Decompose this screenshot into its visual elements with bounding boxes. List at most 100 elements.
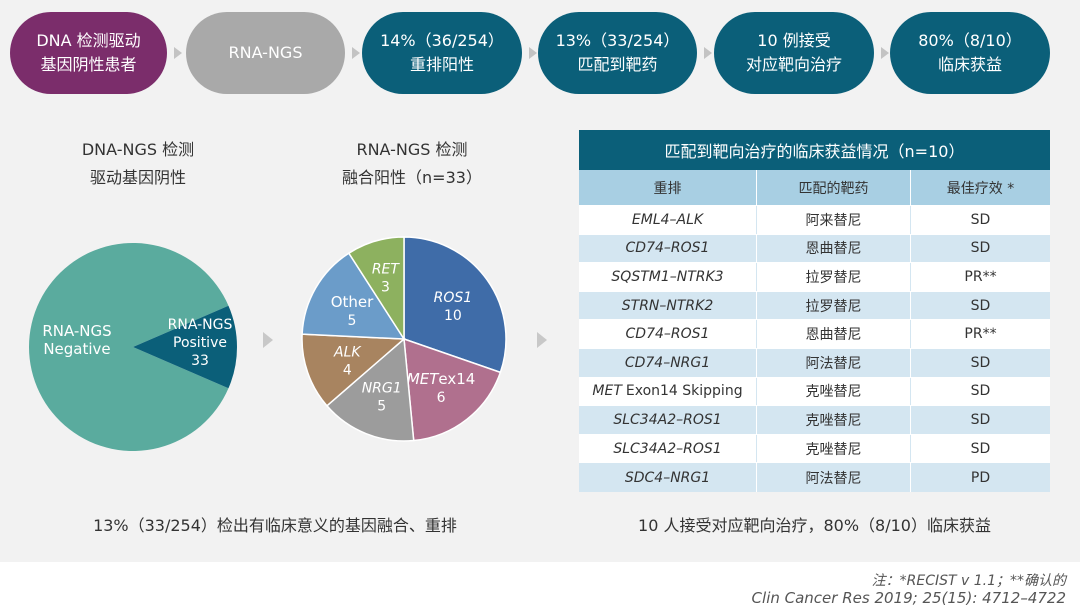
middle-section-title: RNA-NGS 检测 融合阳性（n=33） (302, 136, 522, 192)
fusion-name: EML4–ALK (631, 211, 704, 228)
pie-slice-alk (301, 333, 406, 407)
table-row: CD74–NRG1 阿法替尼 SD (579, 348, 1050, 378)
fusion-suffix: Exon14 Skipping (625, 383, 743, 400)
table-title: 匹配到靶向治疗的临床获益情况（n=10） (579, 130, 1050, 170)
flow-step-3-line: 14%（36/254） (380, 31, 504, 50)
cell-response: SD (970, 354, 991, 371)
cell-fusion: CD74–NRG1 (579, 348, 757, 377)
flow-step-4-line: 13%（33/254） (555, 31, 680, 50)
pie-label-negative-line-2: Negative (43, 340, 110, 358)
cell-response: SD (970, 383, 991, 400)
cell-fusion: CD74–ROS1 (579, 234, 757, 263)
table-row: MET Exon14 Skipping 克唑替尼 SD (579, 377, 1050, 407)
flow-arrow-icon (174, 47, 182, 59)
flow-step-3: 14%（36/254） 重排阳性 (362, 12, 522, 94)
table-row: STRN–NTRK2 拉罗替尼 SD (579, 291, 1050, 321)
header-drug: 匹配的靶药 (757, 170, 911, 205)
fusion-name: CD74–ROS1 (625, 240, 710, 257)
table-header-row: 重排 匹配的靶药 最佳疗效 * (579, 170, 1050, 206)
pie-slice-other (301, 252, 406, 340)
fusion-name: SLC34A2–ROS1 (613, 440, 722, 457)
cell-response: SD (970, 211, 991, 228)
cell-drug: 克唑替尼 (757, 377, 911, 406)
cell-response: PD (970, 469, 991, 486)
pie-chart-fusion-types: ROS1 10 METex14 6 NRG1 5 ALK 4 Other 5 RET 3 (301, 236, 507, 442)
middle-title-line-2: 融合阳性（n=33） (342, 168, 482, 187)
middle-title-line-1: RNA-NGS 检测 (356, 140, 468, 159)
table-row: EML4–ALK 阿来替尼 SD (579, 206, 1050, 235)
cell-drug: 拉罗替尼 (757, 291, 911, 320)
cell-fusion: SLC34A2–ROS1 (579, 434, 757, 463)
pie-label-positive-line-1: RNA-NGS (168, 317, 233, 333)
fusion-name: SDC4–NRG1 (624, 469, 711, 486)
cell-drug: 阿来替尼 (757, 206, 911, 234)
cell-response: SD (970, 240, 991, 257)
flow-arrow-icon (529, 47, 537, 59)
pie-value-alk: 4 (343, 363, 352, 379)
fusion-name: SQSTM1–NTRK3 (611, 268, 724, 285)
pie-label-negative-line-1: RNA-NGS (42, 322, 111, 340)
flow-arrow-icon (881, 47, 889, 59)
cell-drug: 克唑替尼 (757, 434, 911, 463)
flow-step-5-line: 对应靶向治疗 (745, 55, 842, 74)
cell-drug: 恩曲替尼 (757, 320, 911, 348)
pie-label-metex14-italic-part: MET (407, 370, 440, 388)
flow-arrow-icon (704, 47, 712, 59)
flow-step-4-line: 匹配到靶药 (577, 55, 658, 74)
cell-fusion: STRN–NTRK2 (579, 291, 757, 320)
flow-step-5: 10 例接受 对应靶向治疗 (714, 12, 874, 94)
cell-response: SD (970, 440, 991, 457)
cell-drug: 恩曲替尼 (757, 234, 911, 263)
fusion-name: CD74–ROS1 (625, 326, 710, 343)
table-row: CD74–ROS1 恩曲替尼 PR** (579, 320, 1050, 349)
arrow-right-icon (537, 332, 547, 348)
left-section-title: DNA-NGS 检测 驱动基因阴性 (38, 136, 238, 192)
footnote: 注：*RECIST v 1.1；**确认的 (871, 573, 1066, 589)
pie-slice-ros1 (403, 236, 507, 374)
cell-fusion: SDC4–NRG1 (579, 463, 757, 492)
citation: Clin Cancer Res 2019; 25(15): 4712–4722 (751, 589, 1066, 607)
table-row: SLC34A2–ROS1 克唑替尼 SD (579, 406, 1050, 435)
pie-label-alk: ALK (333, 345, 362, 361)
right-summary: 10 人接受对应靶向治疗，80%（8/10）临床获益 (638, 516, 991, 535)
cell-fusion: SLC34A2–ROS1 (579, 406, 757, 434)
pie-label-ret: RET (372, 262, 401, 278)
cell-response: PR** (964, 326, 997, 343)
cell-response: SD (970, 411, 991, 428)
table-row: SQSTM1–NTRK3 拉罗替尼 PR** (579, 263, 1050, 292)
flow-step-1: DNA 检测驱动 基因阴性患者 (10, 12, 167, 94)
table-row: SLC34A2–ROS1 克唑替尼 SD (579, 434, 1050, 464)
pie-label-metex14: METex14 (407, 370, 476, 388)
left-summary: 13%（33/254）检出有临床意义的基因融合、重排 (93, 516, 457, 535)
header-response: 最佳疗效 * (946, 180, 1015, 197)
fusion-name: MET (592, 383, 622, 400)
cell-fusion: SQSTM1–NTRK3 (579, 263, 757, 291)
pie-value-positive: 33 (191, 353, 209, 369)
left-title-line-1: DNA-NGS 检测 (81, 140, 195, 159)
pie-value-ros1: 10 (444, 308, 462, 324)
pie-slice-rna-ngs-negative (29, 243, 229, 451)
pie-slice-rna-ngs-positive (133, 305, 238, 389)
cell-fusion: EML4–ALK (579, 206, 757, 234)
fusion-name: SLC34A2–ROS1 (613, 411, 722, 428)
flow-step-2: RNA-NGS (186, 12, 345, 94)
flow-step-6: 80%（8/10） 临床获益 (890, 12, 1050, 94)
cell-fusion: CD74–ROS1 (579, 320, 757, 348)
flow-step-2-line: RNA-NGS (228, 43, 303, 62)
flow-step-6-line: 80%（8/10） (918, 31, 1022, 50)
cell-fusion: MET Exon14 Skipping (579, 377, 757, 406)
pie-slice-nrg1 (325, 337, 415, 442)
pie-label-ros1: ROS1 (434, 290, 473, 306)
cell-drug: 阿法替尼 (757, 348, 911, 377)
cell-response: SD (970, 297, 991, 314)
footer-background (0, 562, 1080, 611)
pie-slice-ret (347, 236, 405, 342)
flow-step-6-line: 临床获益 (937, 55, 1002, 74)
header-fusion: 重排 (579, 170, 757, 205)
flow-step-1-line: 基因阴性患者 (40, 55, 137, 74)
cell-drug: 克唑替尼 (757, 406, 911, 434)
left-title-line-2: 驱动基因阴性 (89, 168, 186, 187)
flow-step-1-line: DNA 检测驱动 (36, 31, 141, 50)
table-row: CD74–ROS1 恩曲替尼 SD (579, 234, 1050, 264)
